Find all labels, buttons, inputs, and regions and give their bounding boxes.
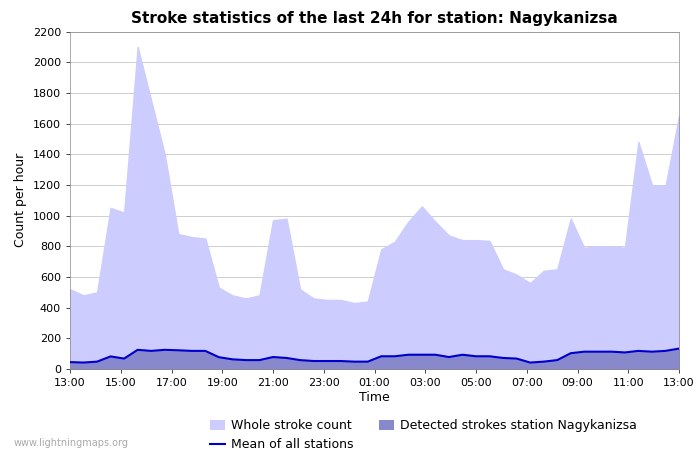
Y-axis label: Count per hour: Count per hour — [14, 153, 27, 248]
X-axis label: Time: Time — [359, 391, 390, 404]
Legend: Whole stroke count, Mean of all stations, Detected strokes station Nagykanizsa: Whole stroke count, Mean of all stations… — [210, 419, 637, 450]
Title: Stroke statistics of the last 24h for station: Nagykanizsa: Stroke statistics of the last 24h for st… — [131, 11, 618, 26]
Text: www.lightningmaps.org: www.lightningmaps.org — [14, 438, 129, 448]
